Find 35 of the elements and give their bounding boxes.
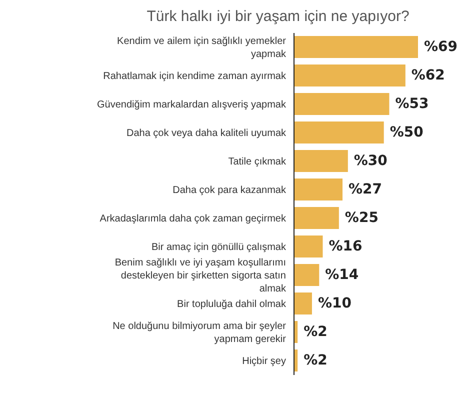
y-tick-label: Rahatlamak için kendime zaman ayırmak [103, 70, 287, 82]
y-tick-label: Kendim ve ailem için sağlıklı yemekler yapmak [117, 35, 287, 60]
y-tick-label: Benim sağlıklı ve iyi yaşam koşullarımı destekleyen bir şirketten sigorta satın almak [114, 256, 287, 294]
bar [294, 178, 343, 200]
bar [294, 36, 418, 58]
y-tick-label: Hiçbir şey [242, 355, 286, 366]
bar [294, 264, 320, 286]
y-tick-label: Bir topluluğa dahil olmak [177, 298, 287, 310]
bar [294, 236, 323, 258]
y-tick-label: Tatile çıkmak [228, 156, 287, 167]
data-label: %14 [325, 267, 359, 283]
y-tick-label: Güvendiğim markalardan alışveriş yapmak [97, 98, 287, 110]
bar [294, 207, 339, 229]
data-label: %16 [328, 238, 362, 254]
bar [294, 122, 384, 144]
data-label: %53 [395, 96, 429, 112]
y-tick-label: Ne olduğunu bilmiyorum ama bir şeyler yapmam gerekir [112, 320, 287, 344]
y-tick-label: Arkadaşlarımla daha çok zaman geçirmek [100, 212, 287, 224]
data-label: %10 [318, 296, 352, 312]
data-label: %69 [424, 39, 458, 55]
data-label: %2 [304, 324, 328, 340]
y-tick-label: Daha çok veya daha kaliteli uyumak [126, 127, 287, 138]
bar [294, 150, 348, 172]
y-tick-label: Bir amaç için gönüllü çalışmak [152, 241, 287, 252]
data-label: %50 [390, 124, 424, 140]
y-tick-label: Daha çok para kazanmak [172, 184, 287, 196]
data-label: %30 [354, 153, 388, 169]
bar [294, 292, 312, 314]
bar [294, 64, 406, 86]
bar [294, 93, 390, 115]
data-label: %27 [348, 182, 382, 198]
data-label: %2 [304, 352, 328, 368]
data-label: %62 [411, 68, 445, 84]
data-label: %25 [344, 210, 378, 226]
chart-title: Türk halkı iyi bir yaşam için ne yapıyor? [146, 8, 410, 25]
